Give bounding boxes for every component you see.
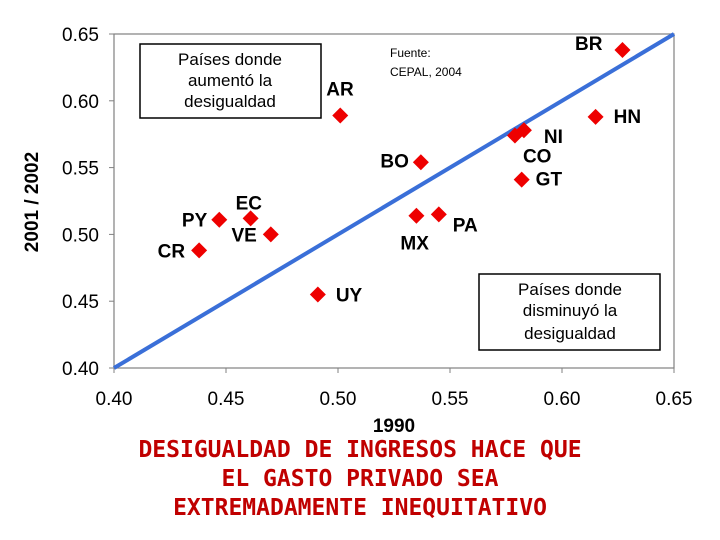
headline-line-3: EXTREMADAMENTE INEQUITATIVO bbox=[173, 495, 547, 521]
equality-reference-line bbox=[112, 32, 676, 370]
decreased-inequality-box: Países donde disminuyó la desigualdad bbox=[478, 273, 661, 351]
point-label-br: BR bbox=[575, 34, 603, 55]
increased-box-line-1: Países donde bbox=[178, 50, 282, 69]
x-axis-title: 1990 bbox=[373, 416, 415, 436]
point-label-uy: UY bbox=[336, 286, 363, 307]
data-point-br bbox=[614, 42, 631, 59]
data-point-gt bbox=[513, 171, 530, 188]
data-point-mx bbox=[408, 207, 425, 224]
y-tick-label: 0.45 bbox=[62, 292, 99, 313]
x-tick-label: 0.60 bbox=[544, 389, 581, 410]
x-tick-label: 0.65 bbox=[656, 389, 693, 410]
y-tick-label: 0.50 bbox=[62, 225, 99, 246]
point-label-ve: VE bbox=[231, 225, 256, 246]
decreased-box-line-1: Países donde bbox=[518, 280, 622, 299]
source-note-line-2: CEPAL, 2004 bbox=[390, 65, 462, 79]
increased-box-line-3: desigualdad bbox=[184, 92, 276, 111]
y-tick-label: 0.65 bbox=[62, 25, 99, 46]
x-tick-label: 0.45 bbox=[208, 389, 245, 410]
headline-line-2: EL GASTO PRIVADO SEA bbox=[221, 466, 499, 492]
decreased-box-frame bbox=[478, 273, 661, 351]
point-label-gt: GT bbox=[536, 170, 563, 191]
decreased-box-line-2: disminuyó la bbox=[523, 301, 618, 320]
data-point-ar bbox=[332, 107, 349, 124]
data-point-ve bbox=[262, 226, 279, 243]
point-label-ar: AR bbox=[326, 79, 354, 100]
data-point-bo bbox=[412, 154, 429, 171]
plot-area-frame bbox=[113, 33, 675, 369]
source-note-line-1: Fuente: bbox=[390, 46, 431, 60]
increased-box-line-2: aumentó la bbox=[188, 71, 273, 90]
decreased-box-line-3: desigualdad bbox=[524, 324, 616, 343]
y-axis-ticks: 0.65 0.60 0.55 0.50 0.45 0.40 bbox=[62, 25, 114, 380]
data-point-py bbox=[211, 211, 228, 228]
x-tick-label: 0.55 bbox=[432, 389, 469, 410]
point-label-ni: NI bbox=[544, 127, 563, 148]
point-label-co: CO bbox=[523, 147, 552, 168]
point-label-ec: EC bbox=[236, 193, 263, 214]
headline-line-1: DESIGUALDAD DE INGRESOS HACE QUE bbox=[138, 437, 582, 463]
point-label-mx: MX bbox=[400, 234, 429, 255]
x-axis-ticks: 0.40 0.45 0.50 0.55 0.60 0.65 bbox=[96, 368, 693, 410]
data-point-co bbox=[506, 127, 523, 144]
y-axis-title: 2001 / 2002 bbox=[22, 152, 43, 252]
chart-background bbox=[0, 0, 720, 436]
y-tick-label: 0.60 bbox=[62, 92, 99, 113]
data-point-cr bbox=[191, 242, 208, 259]
x-tick-label: 0.40 bbox=[96, 389, 133, 410]
scatter-chart: 0.40 0.45 0.50 0.55 0.60 0.65 0.65 0.60 0.55 0.5… bbox=[0, 0, 720, 436]
data-point-pa bbox=[430, 206, 447, 223]
y-tick-label: 0.40 bbox=[62, 359, 99, 380]
data-point-hn bbox=[587, 108, 604, 125]
point-label-cr: CR bbox=[158, 241, 186, 262]
y-tick-label: 0.55 bbox=[62, 159, 99, 180]
point-label-bo: BO bbox=[380, 151, 409, 172]
headline: DESIGUALDAD DE INGRESOS HACE QUE EL GAST… bbox=[0, 436, 720, 523]
x-tick-label: 0.50 bbox=[320, 389, 357, 410]
point-label-hn: HN bbox=[614, 107, 641, 128]
data-point-ec bbox=[242, 210, 259, 227]
increased-box-frame bbox=[139, 43, 322, 119]
increased-inequality-box: Países donde aumentó la desigualdad bbox=[139, 43, 322, 119]
point-label-py: PY bbox=[182, 211, 208, 232]
point-label-pa: PA bbox=[453, 215, 478, 236]
data-point-uy bbox=[309, 286, 326, 303]
